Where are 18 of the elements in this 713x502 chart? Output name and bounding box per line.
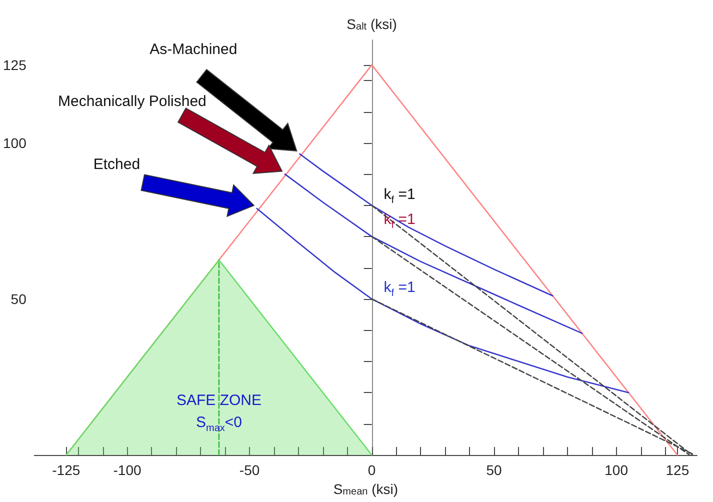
x-tick-label: 125 bbox=[666, 462, 690, 478]
x-tick-label: -125 bbox=[52, 462, 80, 478]
annotation: Etched bbox=[93, 156, 140, 173]
x-tick-label: 0 bbox=[368, 462, 376, 478]
x-tick-label: 50 bbox=[486, 462, 502, 478]
y-axis-title: Salt (ksi) bbox=[346, 16, 397, 32]
y-tick-label: 125 bbox=[3, 56, 27, 73]
x-tick-label: 100 bbox=[604, 462, 628, 478]
x-tick-label: -50 bbox=[239, 462, 260, 478]
y-tick-label: 50 bbox=[10, 290, 27, 307]
annotation: SAFE ZONE bbox=[176, 392, 262, 408]
annotation: k$_{f}$ =1 bbox=[384, 186, 416, 208]
x-axis-title: Smean (ksi) bbox=[333, 481, 398, 498]
annotation: Mechanically Polished bbox=[58, 92, 206, 110]
annotation: As-Machined bbox=[150, 41, 238, 58]
x-tick-label: -100 bbox=[113, 462, 142, 478]
y-tick-label: 100 bbox=[3, 134, 27, 151]
annotation: k$_{f}$ =1 bbox=[384, 279, 416, 302]
